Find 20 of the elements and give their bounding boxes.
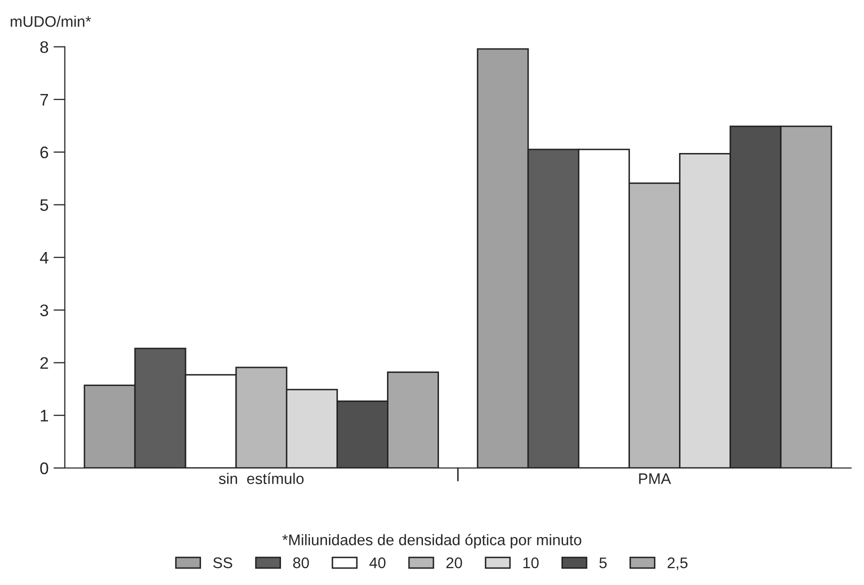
y-tick-label: 2 bbox=[40, 357, 48, 369]
text: *Miliunidades de densidad óptica por minuto bbox=[282, 534, 582, 548]
legend-label: 80 bbox=[293, 557, 309, 568]
legend-label: SS bbox=[213, 557, 232, 568]
y-tick-label: 5 bbox=[40, 199, 48, 211]
y-axis-title: mUDO/min* bbox=[10, 16, 92, 27]
legend-label: 2,5 bbox=[668, 557, 688, 570]
y-tick-label: 6 bbox=[40, 146, 48, 158]
x-tick-label: PMA bbox=[639, 473, 672, 484]
y-tick-label: 7 bbox=[40, 94, 48, 106]
legend-label: 10 bbox=[523, 557, 539, 568]
legend-label: 20 bbox=[446, 557, 462, 568]
y-tick-label: 3 bbox=[40, 304, 48, 316]
y-tick-label: 1 bbox=[40, 410, 48, 422]
legend-label: 5 bbox=[599, 558, 607, 568]
y-tick-label: 0 bbox=[40, 462, 48, 474]
x-tick-label: sin estímulo bbox=[218, 472, 304, 484]
y-tick-label: 8 bbox=[40, 41, 48, 54]
legend-label: 40 bbox=[369, 557, 386, 568]
y-tick-label: 4 bbox=[40, 252, 48, 264]
